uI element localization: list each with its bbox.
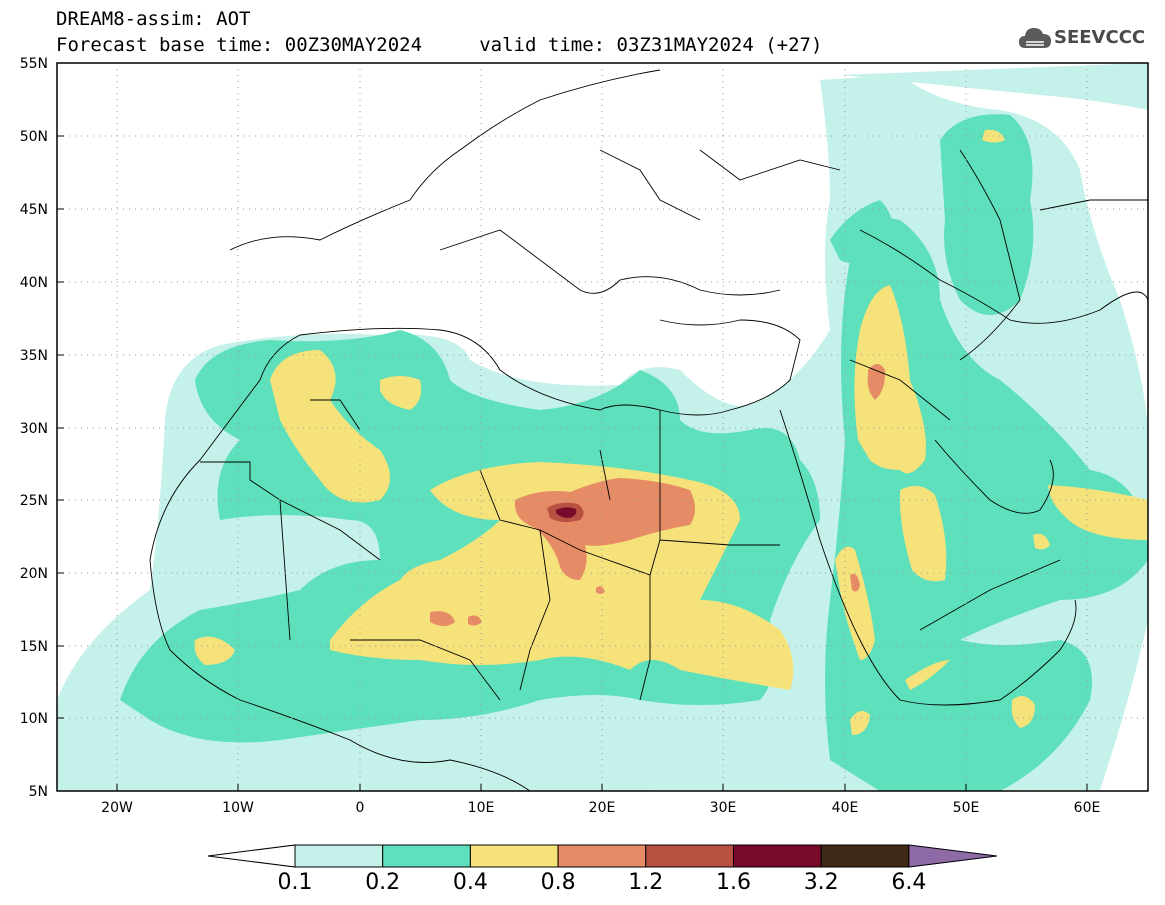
title-line-2: Forecast base time: 00Z30MAY2024 valid t… xyxy=(56,34,823,56)
lat-label: 20N xyxy=(20,566,48,582)
lon-label: 10W xyxy=(222,800,254,816)
lat-label: 50N xyxy=(20,129,48,145)
title-line-1: DREAM8-assim: AOT xyxy=(56,8,251,30)
lon-label: 40E xyxy=(832,800,859,816)
latitude-labels: 55N 50N 45N 40N 35N 30N 25N 20N 15N 10N … xyxy=(20,56,48,800)
lat-label: 35N xyxy=(20,348,48,364)
aot-level-1.6 xyxy=(556,507,577,518)
colorbar-segment xyxy=(557,844,647,868)
aot-contours xyxy=(57,63,1148,791)
colorbar-segment xyxy=(469,844,559,868)
colorbar-label: 6.4 xyxy=(891,870,927,895)
lon-label: 30E xyxy=(710,800,737,816)
seevccc-logo: SEEVCCC xyxy=(1018,24,1153,54)
lon-label: 20W xyxy=(101,800,133,816)
lon-label: 50E xyxy=(953,800,980,816)
lat-label: 5N xyxy=(29,784,48,800)
lon-label: 0 xyxy=(356,800,365,816)
gridlines xyxy=(57,63,1148,791)
lat-label: 15N xyxy=(20,639,48,655)
colorbar-over xyxy=(908,844,997,868)
colorbar-under xyxy=(207,844,296,868)
colorbar-segment xyxy=(294,844,384,868)
coastlines xyxy=(149,69,1148,791)
lat-label: 10N xyxy=(20,711,48,727)
logo-text: SEEVCCC xyxy=(1054,27,1146,48)
lon-label: 60E xyxy=(1074,800,1101,816)
colorbar-label: 0.4 xyxy=(452,870,488,895)
colorbar-segment xyxy=(645,844,734,868)
lon-label: 10E xyxy=(468,800,495,816)
lat-label: 55N xyxy=(20,56,48,72)
colorbar-label: 1.6 xyxy=(716,870,751,895)
longitude-labels: 20W 10W 0 10E 20E 30E 40E 50E 60E xyxy=(101,800,1100,816)
colorbar-segment xyxy=(733,844,822,868)
colorbar-segment xyxy=(820,844,910,868)
axis-ticks xyxy=(57,135,1088,791)
colorbar-label: 0.2 xyxy=(365,870,401,895)
lat-label: 45N xyxy=(20,202,48,218)
colorbar-label: 0.8 xyxy=(540,870,576,895)
colorbar-segment xyxy=(382,844,471,868)
lon-label: 20E xyxy=(589,800,616,816)
colorbar-label: 0.1 xyxy=(277,870,313,895)
lat-label: 25N xyxy=(20,493,48,509)
colorbar-label: 1.2 xyxy=(628,870,664,895)
colorbar-label: 3.2 xyxy=(803,870,839,895)
lat-label: 40N xyxy=(20,275,48,291)
cloud-icon xyxy=(1019,28,1051,48)
colorbar xyxy=(207,844,997,868)
lat-label: 30N xyxy=(20,421,48,437)
